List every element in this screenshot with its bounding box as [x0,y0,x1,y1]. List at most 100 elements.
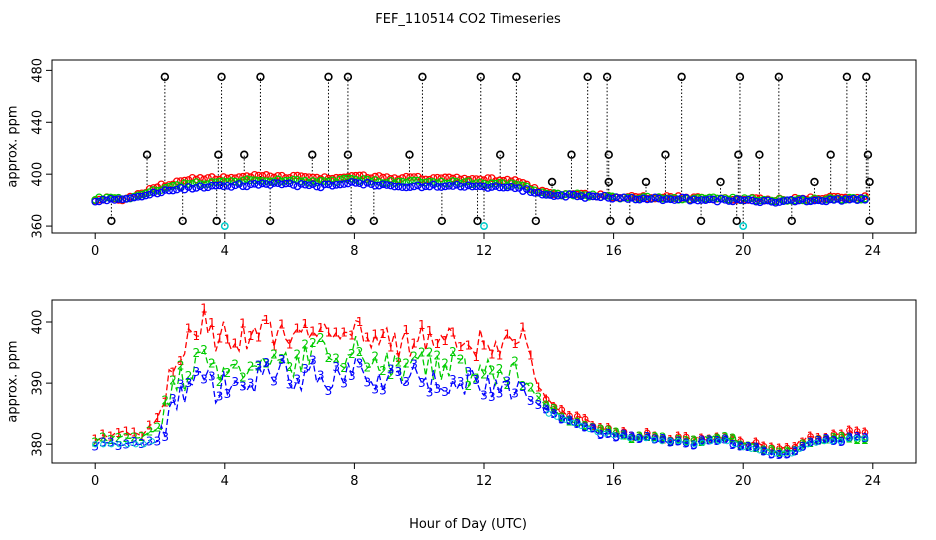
series-marker: 2 [99,431,107,445]
series-point [305,178,313,187]
spike-point [473,216,482,226]
series-point [281,179,290,188]
series-marker: 3 [138,437,146,451]
series-point [795,196,803,205]
series-point [402,183,411,192]
series-point [258,179,267,188]
series-point [351,179,360,187]
x-tick-label: 4 [221,474,229,489]
series-point [627,193,636,202]
y-tick-label: 480 [31,58,46,83]
spike-point [343,150,353,159]
series-marker: 2 [776,446,784,460]
x-tick-label: 12 [476,244,493,259]
series-point [452,180,461,189]
series-marker: 2 [535,390,543,404]
series-point [530,186,539,195]
series-point [729,434,737,442]
series-point [604,194,613,202]
series-marker: 2 [348,347,356,361]
series-point [841,195,850,203]
series-point [639,194,648,203]
series-marker: 3 [861,431,869,445]
series-point [495,183,504,192]
series-point [472,182,481,191]
series-point [631,195,640,204]
series-point [499,179,508,188]
series-point [846,426,853,434]
series-point [713,437,721,445]
series-marker: 1 [309,325,317,339]
series-point [608,192,617,201]
series-marker: 2 [682,434,690,448]
series-point [184,183,193,191]
series-marker: 3 [550,407,558,421]
series-point [550,405,558,413]
series-point [783,196,792,205]
series-point [340,174,348,183]
series-marker: 3 [457,375,465,389]
cyan-point [675,438,682,445]
series-point [200,175,208,184]
y-tick-label: 380 [31,432,46,457]
series-marker: 2 [760,443,768,457]
series-marker: 3 [325,384,333,398]
series-marker: 2 [387,368,395,382]
cyan-point [796,445,804,452]
series-marker: 3 [426,385,434,399]
series-point [468,180,477,189]
series-point [91,197,100,206]
series-marker: 1 [643,426,651,440]
spike-point [265,216,275,226]
series-marker: 2 [395,355,403,369]
spike-point [512,72,521,82]
series-marker: 3 [309,353,317,367]
x-tick-label: 20 [735,474,752,489]
series-point [106,194,115,203]
spike-point [826,150,835,159]
x-tick-label: 8 [350,474,358,489]
series-point [192,175,201,184]
series-marker: 1 [713,430,721,444]
series-point [581,191,589,199]
series-marker: 3 [667,435,675,449]
series-marker: 1 [107,430,115,444]
series-marker: 1 [169,366,177,380]
series-point [452,178,461,186]
series-marker: 1 [511,337,519,351]
series-marker: 3 [387,362,395,376]
series-marker: 2 [122,431,130,445]
cyan-point [813,439,820,446]
series-marker: 2 [581,419,589,433]
cyan-point [545,410,552,417]
spike-point [865,177,874,187]
x-tick-label: 0 [91,244,99,259]
series-point [441,182,449,191]
series-marker: 3 [542,403,550,417]
cyan-point [707,438,714,445]
series-marker: 1 [410,336,418,350]
series-marker: 1 [434,337,442,351]
series-marker: 3 [511,386,519,400]
spike-point [437,216,447,226]
series-marker: 3 [690,439,698,453]
series-marker: 3 [838,435,846,449]
series-point [760,442,768,450]
series-point [460,183,469,191]
series-point [779,197,788,205]
spike-point [160,72,170,82]
series-point [736,196,745,204]
series-marker: 2 [208,357,216,371]
series-point [239,182,247,191]
series-marker: 2 [270,348,278,362]
series-marker: 3 [768,448,776,462]
series-point [830,431,838,438]
series-point [670,196,679,204]
series-marker: 1 [760,439,768,453]
panel-top: 0 4 8 12 16 20 24 360 400 440 480 approx. ppm [6,58,917,259]
series-marker: 3 [247,377,255,391]
series-marker: 1 [791,440,799,454]
series-marker: 2 [558,411,566,425]
spike-point [531,216,541,226]
series-point [223,178,232,186]
